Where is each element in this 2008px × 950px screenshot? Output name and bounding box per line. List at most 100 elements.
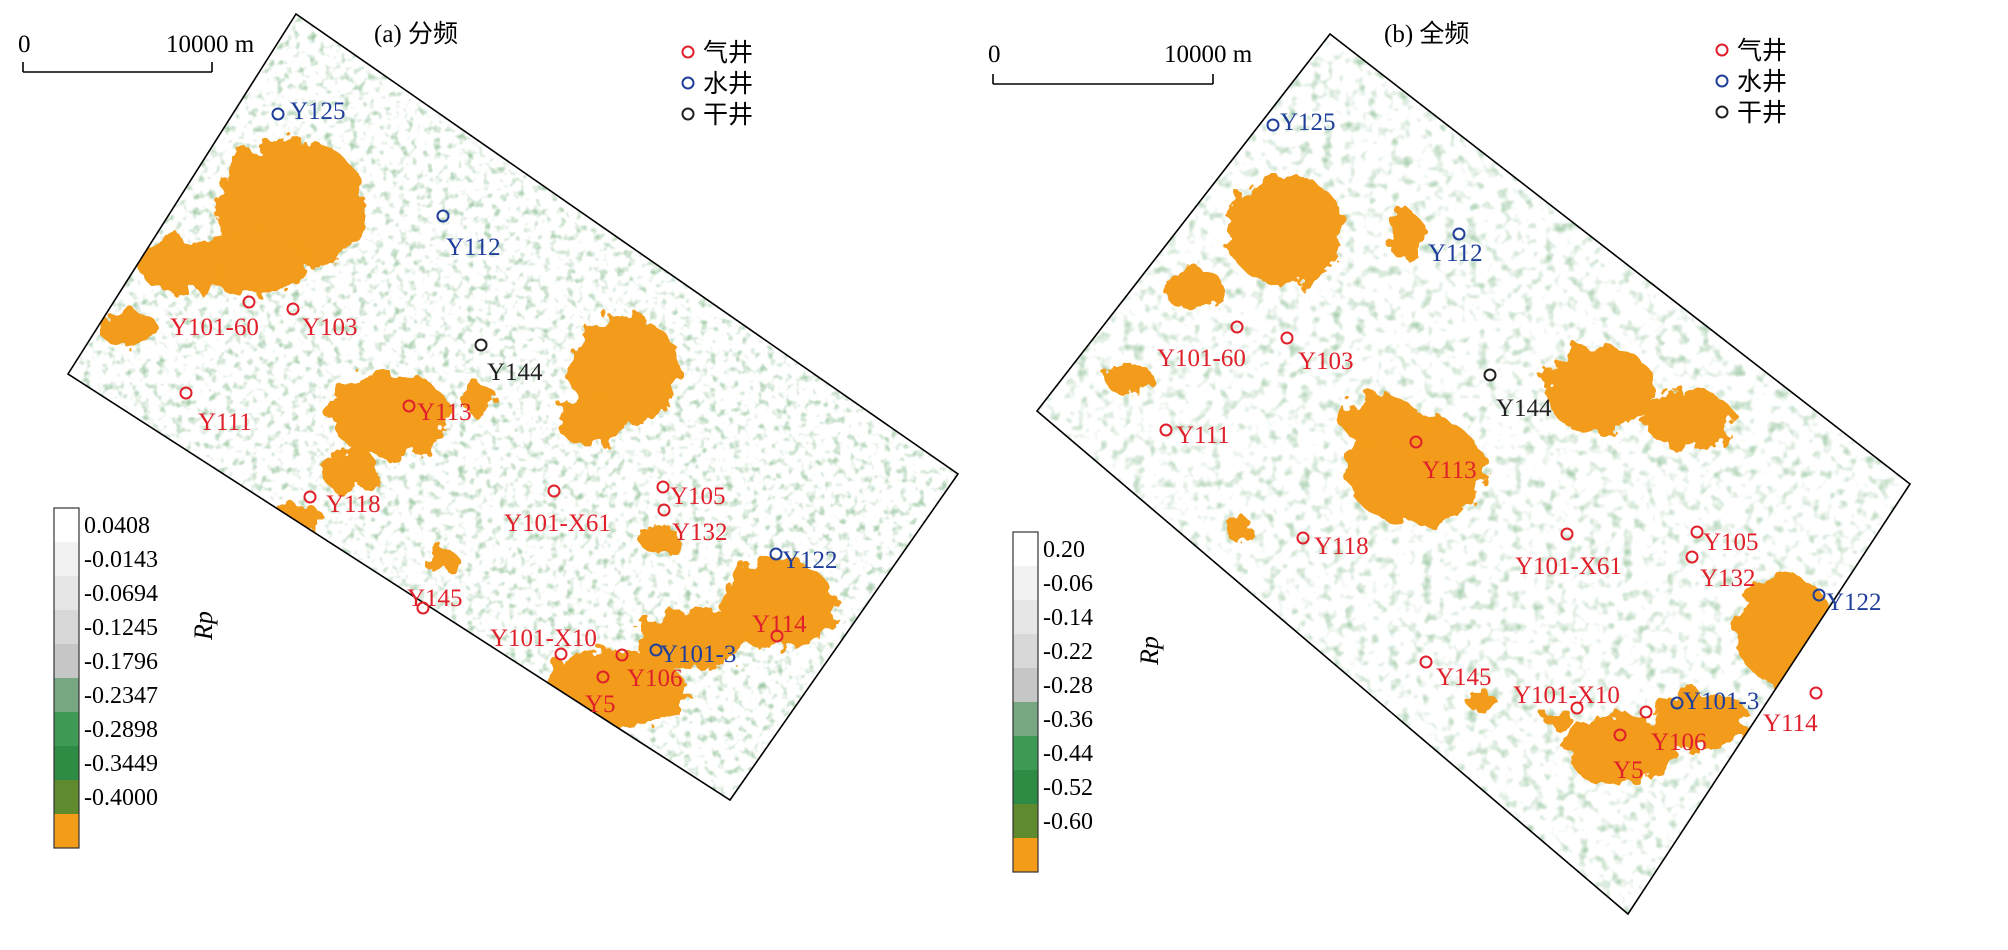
well-marker — [1570, 701, 1584, 715]
well-y122: Y122 — [1812, 588, 1882, 616]
well-marker — [1159, 423, 1173, 437]
well-label: Y122 — [1826, 589, 1882, 616]
well-marker — [436, 209, 450, 223]
well-label: Y113 — [417, 399, 472, 426]
scale-bar-a: 0 10000 m — [18, 31, 255, 73]
well-y111: Y111 — [1159, 422, 1230, 449]
colorbar-swatch — [1013, 532, 1038, 566]
well-marker — [596, 670, 610, 684]
colorbar-tick-label: -0.0694 — [84, 581, 158, 607]
well-y125: Y125 — [271, 98, 346, 125]
well-label: Y101-X10 — [490, 625, 597, 652]
colorbar-tick-label: -0.52 — [1043, 775, 1093, 801]
well-label: Y111 — [1176, 422, 1230, 449]
well-y118: Y118 — [303, 490, 381, 518]
well-label: Y144 — [1496, 395, 1552, 422]
panel-title-a: (a) 分频 — [374, 20, 458, 48]
well-y145: Y145 — [407, 585, 463, 615]
well-marker — [547, 484, 561, 498]
well-y112: Y112 — [436, 209, 501, 261]
well-marker — [271, 107, 285, 121]
well-y101-3: Y101-3 — [649, 641, 736, 668]
well-marker — [416, 601, 430, 615]
well-y103: Y103 — [286, 302, 358, 341]
well-y125: Y125 — [1266, 109, 1336, 136]
well-marker — [1296, 531, 1310, 545]
well-label: Y125 — [1280, 109, 1336, 136]
gas-well-symbol — [1715, 43, 1729, 57]
well-marker — [1280, 331, 1294, 345]
well-label: Y101-X61 — [1515, 553, 1622, 580]
colorbar-tick-label: -0.60 — [1043, 809, 1093, 835]
colorbar-swatch — [54, 712, 79, 746]
well-label: Y105 — [670, 483, 726, 510]
colorbar-tick-label: -0.4000 — [84, 785, 158, 811]
colorbar-swatch — [1013, 702, 1038, 736]
well-marker — [1409, 435, 1423, 449]
colorbar-tick-label: -0.28 — [1043, 673, 1093, 699]
panel-title-b: (b) 全频 — [1384, 20, 1469, 48]
well-marker — [474, 338, 488, 352]
well-marker — [1812, 588, 1826, 602]
legend-b: 气井 水井 干井 — [1715, 37, 1787, 127]
well-label: Y145 — [407, 585, 463, 612]
well-label: Y106 — [627, 665, 683, 692]
well-marker — [1613, 728, 1627, 742]
colorbar-tick-label: -0.44 — [1043, 741, 1093, 767]
colorbar-swatch — [1013, 736, 1038, 770]
colorbar-tick-label: 0.20 — [1043, 537, 1085, 563]
well-label: Y125 — [290, 98, 346, 125]
well-label: Y118 — [1314, 533, 1369, 560]
colorbar-tick-label: -0.3449 — [84, 751, 158, 777]
colorbar-swatch — [1013, 600, 1038, 634]
well-label: Y101-60 — [1157, 345, 1246, 372]
colorbar-tick-label: -0.0143 — [84, 547, 158, 573]
gas-well-symbol — [681, 45, 695, 59]
dry-well-symbol — [1715, 105, 1729, 119]
well-label: Y145 — [1436, 664, 1492, 691]
well-label: Y118 — [326, 491, 381, 518]
wells-b: Y125 Y112 Y101-60 Y103 Y144 Y111 Y113 Y118 Y101-… — [1157, 109, 1882, 784]
well-label: Y132 — [1700, 565, 1756, 592]
well-label: Y101-X61 — [504, 510, 611, 537]
colorbar-swatch — [1013, 668, 1038, 702]
well-y145: Y145 — [1419, 655, 1492, 691]
well-y114: Y114 — [1763, 686, 1823, 737]
well-y112: Y112 — [1428, 227, 1483, 267]
well-marker — [657, 503, 671, 517]
well-label: Y101-X10 — [1513, 682, 1620, 709]
colorbar-swatch — [1013, 804, 1038, 838]
well-label: Y101-60 — [170, 314, 259, 341]
well-y101-60: Y101-60 — [170, 295, 259, 341]
colorbar-tick-label: -0.2347 — [84, 683, 158, 709]
colorbar-swatch — [54, 644, 79, 678]
colorbar-swatch — [54, 576, 79, 610]
colorbar-tick-label: -0.1245 — [84, 615, 158, 641]
well-y103: Y103 — [1280, 331, 1354, 375]
colorbar-label: Rp — [1135, 636, 1164, 666]
well-y144: Y144 — [474, 338, 543, 386]
well-marker — [1639, 705, 1653, 719]
legend-dry: 干井 — [703, 101, 753, 129]
colorbar-frame — [1012, 531, 1039, 873]
well-y113: Y113 — [1409, 435, 1477, 484]
colorbar-tick-label: -0.06 — [1043, 571, 1093, 597]
scale-zero: 0 — [988, 41, 1001, 68]
colorbar-tick-label: -0.36 — [1043, 707, 1093, 733]
well-marker — [1419, 655, 1433, 669]
well-marker — [303, 490, 317, 504]
wells-a: Y125 Y112 Y101-60 Y103 Y144 Y111 Y113 Y118 Y101-… — [170, 98, 838, 718]
dry-well-symbol — [681, 107, 695, 121]
panel-b: 0 10000 m (b) 全频 — [988, 20, 1912, 916]
well-marker — [649, 643, 663, 657]
scale-bar-b: 0 10000 m — [988, 41, 1253, 85]
well-label: Y103 — [302, 314, 358, 341]
well-y113: Y113 — [402, 399, 472, 426]
colorbar-swatch — [54, 508, 79, 542]
well-y118: Y118 — [1296, 531, 1369, 560]
colorbar-swatch — [54, 746, 79, 780]
legend-water: 水井 — [703, 70, 753, 98]
well-marker — [656, 480, 670, 494]
well-marker — [615, 648, 629, 662]
